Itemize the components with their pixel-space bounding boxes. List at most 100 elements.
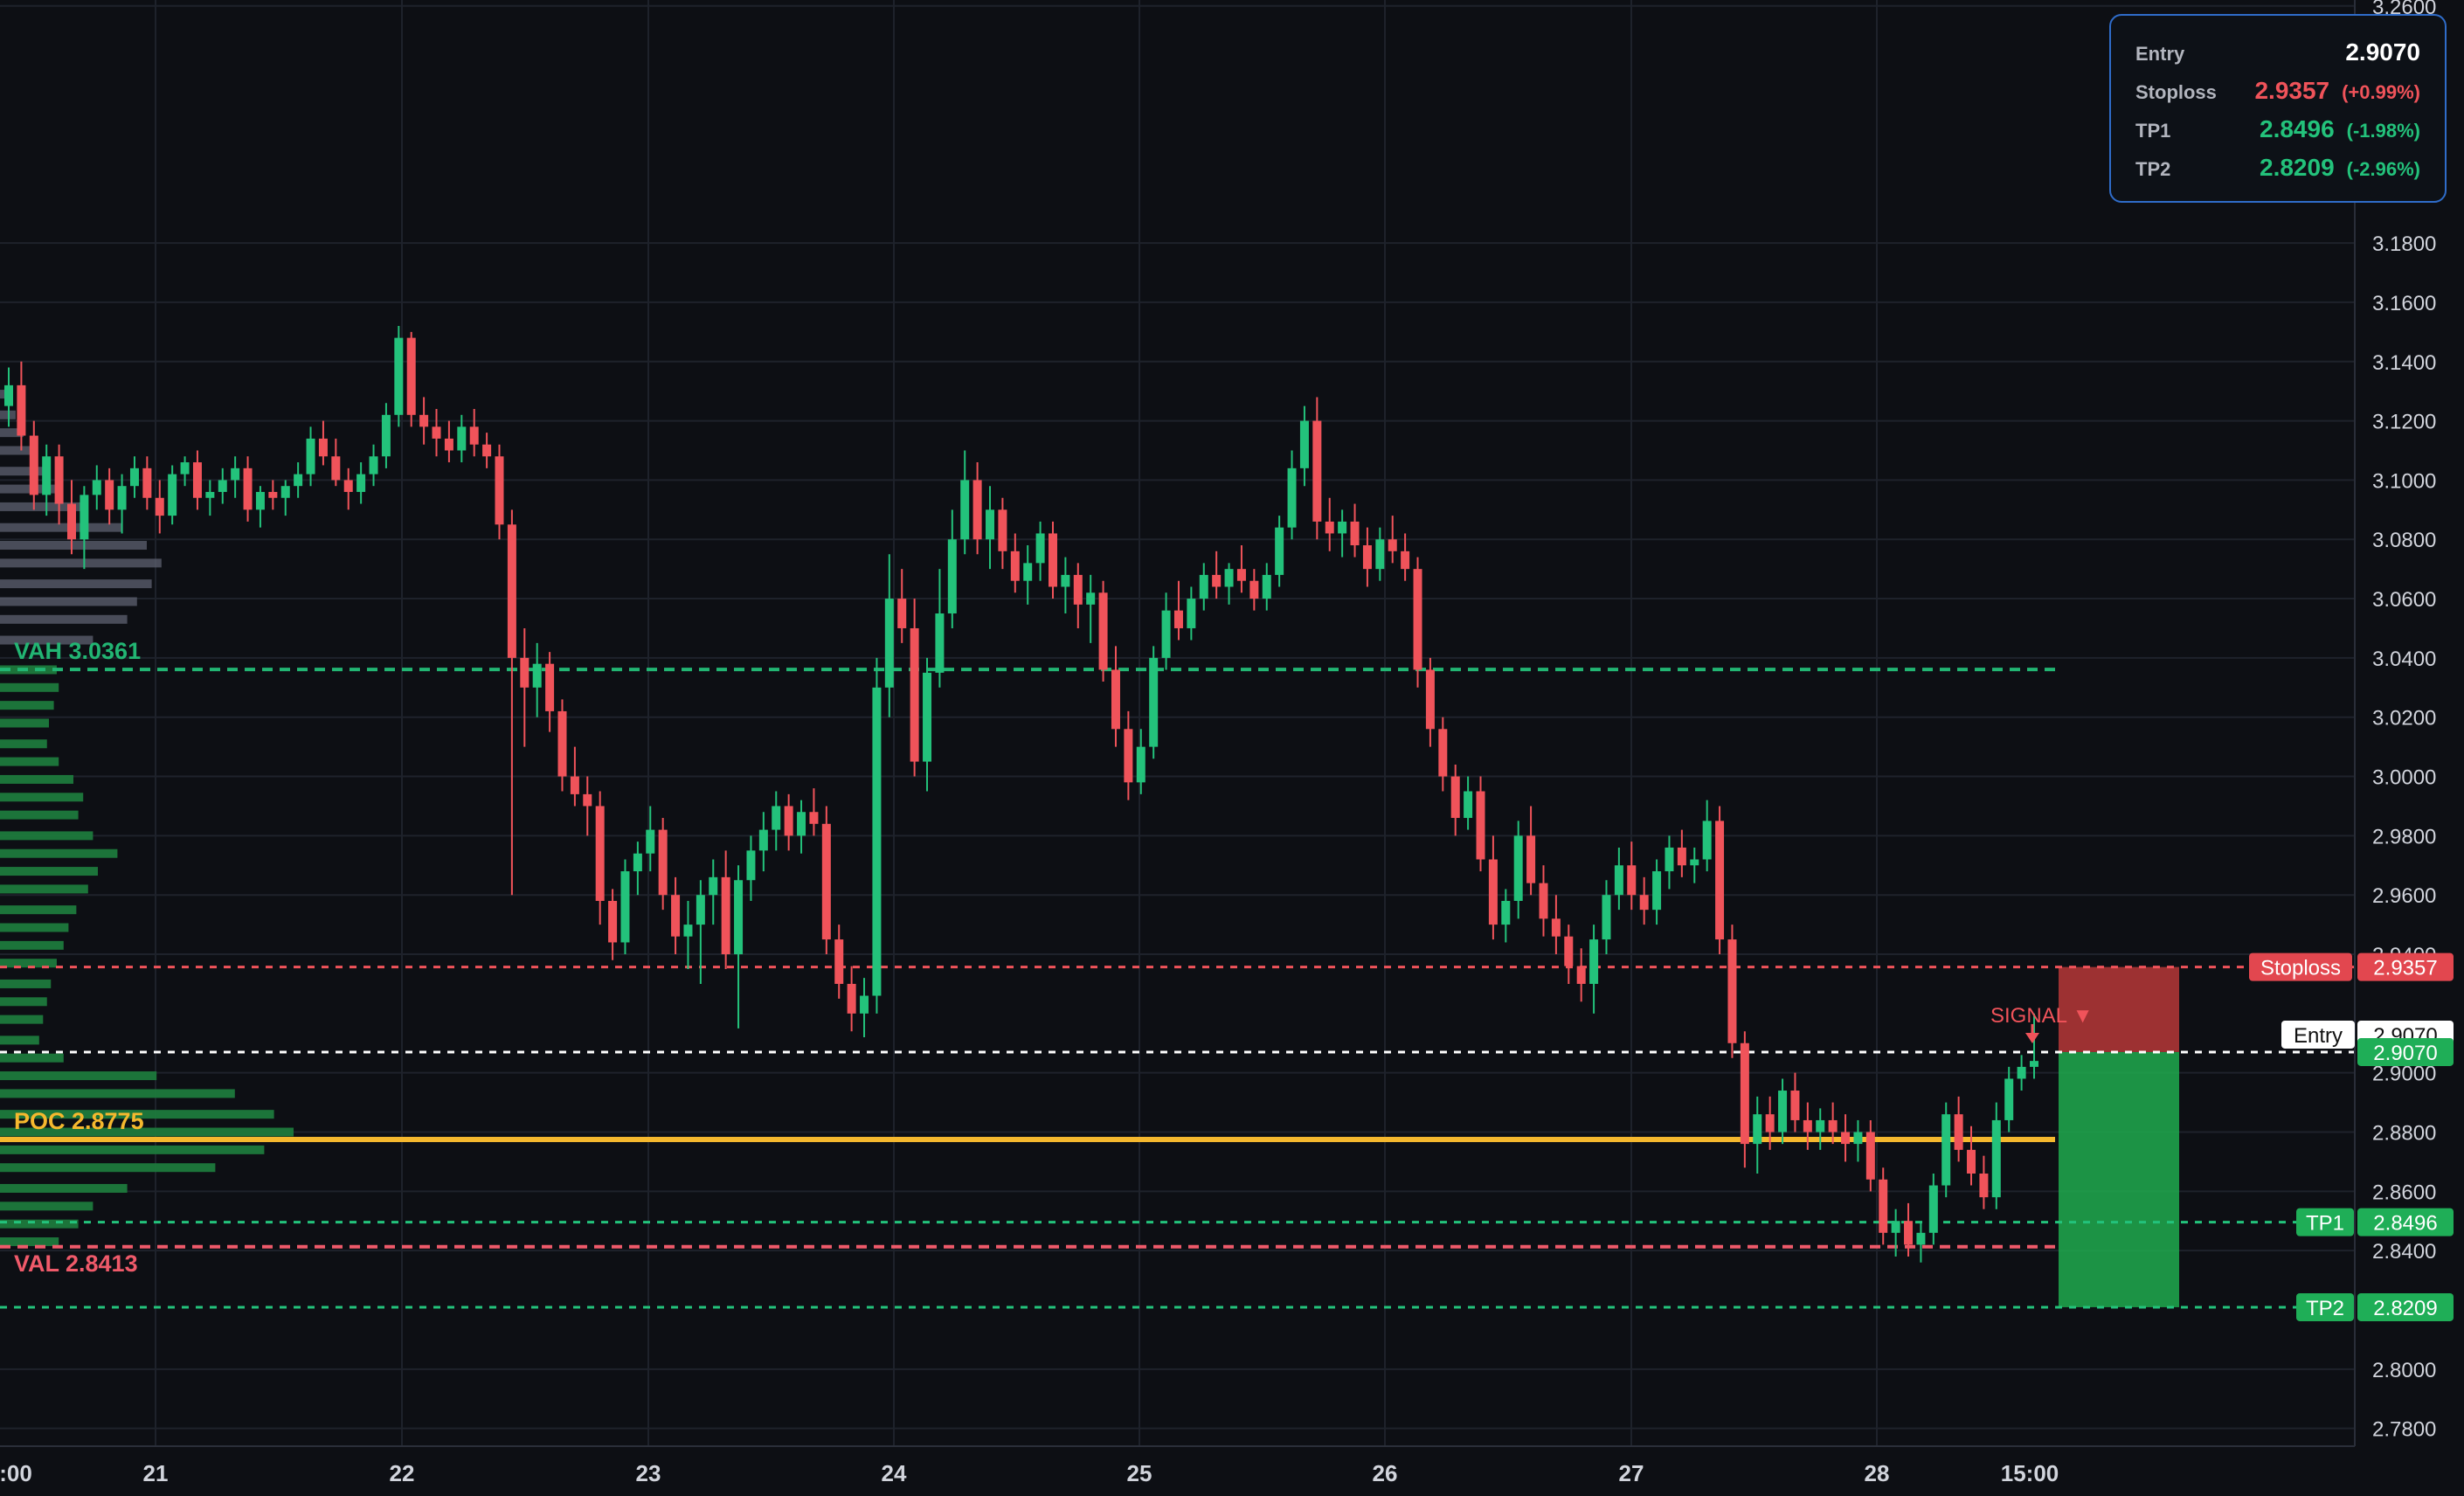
candle-body: [1375, 539, 1385, 570]
candle-body: [1589, 939, 1599, 984]
candle-body: [2017, 1066, 2026, 1079]
candle-body: [369, 456, 378, 474]
candle-body: [54, 456, 64, 504]
candle-body: [1425, 669, 1435, 730]
candlestick-series: [4, 326, 2038, 1263]
candle-body: [1362, 545, 1372, 570]
candle-body: [1173, 610, 1183, 628]
candle-body: [797, 812, 806, 836]
candle-body: [29, 435, 38, 495]
candle-body: [4, 384, 13, 406]
candle-body: [1212, 574, 1222, 587]
candle-body: [80, 495, 89, 540]
info-row-entry: Entry 2.9070: [2135, 38, 2420, 77]
info-tp2-label: TP2: [2135, 158, 2171, 180]
candle-body: [1639, 895, 1649, 911]
volume-profile-bar: [0, 810, 79, 820]
candle-body: [1338, 521, 1347, 534]
candle-body: [268, 491, 278, 498]
candle-body: [1576, 966, 1586, 984]
candle-body: [1627, 865, 1637, 896]
level-labels: VAH 3.0361 POC 2.8775 VAL 2.8413: [14, 638, 144, 1277]
candle-body: [507, 524, 516, 658]
candle-body: [1614, 865, 1623, 896]
candle-body: [557, 710, 567, 777]
candle-body: [583, 793, 592, 807]
candle-body: [1677, 847, 1686, 866]
candle-body: [117, 486, 127, 510]
candle-body: [809, 812, 819, 824]
volume-profile-bar: [0, 1236, 59, 1246]
info-tp2-pct: (-2.96%): [2346, 158, 2420, 180]
volume-profile-bar: [0, 390, 6, 399]
candle-body: [1765, 1114, 1775, 1132]
candle-body: [1236, 569, 1246, 581]
volume-profile-bar: [0, 541, 147, 551]
volume-profile-bar: [0, 502, 87, 511]
candle-body: [897, 599, 907, 628]
price-tick-label: 3.0000: [2372, 766, 2436, 790]
price-tick-label: 3.1200: [2372, 411, 2436, 434]
candle-body: [1727, 939, 1737, 1043]
volume-profile-bar: [0, 410, 16, 419]
candle-body: [1879, 1179, 1888, 1233]
volume-profile-bar: [0, 1145, 265, 1154]
candle-body: [1513, 835, 1523, 901]
candle-body: [709, 876, 718, 896]
time-tick-label: 24: [882, 1460, 907, 1486]
candle-body: [633, 853, 642, 872]
candle-body: [910, 627, 919, 762]
volume-profile-bar: [0, 1053, 64, 1063]
candle-body: [1740, 1042, 1749, 1145]
candle-body: [280, 486, 290, 498]
candle-body: [658, 829, 668, 896]
candle-body: [734, 880, 744, 955]
candle-body: [1325, 521, 1334, 534]
volume-profile-bar: [0, 558, 162, 568]
candle-body: [696, 895, 705, 925]
candle-body: [1690, 859, 1699, 866]
tp1-tag-value-bg: [2357, 1208, 2454, 1236]
info-stoploss-pct: (+0.99%): [2342, 81, 2420, 103]
price-tick-label: 2.8800: [2372, 1122, 2436, 1146]
volume-profile-bar: [0, 1110, 274, 1119]
info-stoploss-label: Stoploss: [2135, 81, 2217, 103]
candle-body: [1551, 918, 1561, 937]
candle-body: [1928, 1185, 1938, 1233]
candle-body: [42, 456, 52, 495]
volume-profile-bar: [0, 884, 88, 894]
price-tick-label: 3.1600: [2372, 292, 2436, 315]
candle-body: [1010, 551, 1020, 581]
candle-body: [1979, 1173, 1989, 1198]
candle-body: [1841, 1132, 1851, 1145]
candle-body: [432, 426, 441, 439]
signal-arrow: [2025, 1032, 2039, 1043]
candle-body: [608, 900, 618, 943]
candle-body: [1816, 1119, 1825, 1132]
candle-body: [469, 426, 479, 445]
volume-profile-bar: [0, 831, 93, 841]
candle-body: [1035, 533, 1045, 564]
time-tick-label: 21: [143, 1460, 169, 1486]
candle-body: [1828, 1119, 1838, 1132]
candle-body: [758, 829, 768, 851]
candle-body: [1312, 420, 1322, 522]
candle-body: [155, 497, 164, 516]
time-axis[interactable]: :00 21 22 23 24 25 26 27 28 15:00: [0, 1460, 2059, 1486]
candle-body: [1275, 527, 1284, 575]
candle-body: [482, 444, 492, 457]
candle-body: [444, 438, 453, 451]
price-tick-label: 3.0800: [2372, 529, 2436, 552]
time-tick-label: 27: [1619, 1460, 1644, 1486]
candle-body: [1098, 592, 1108, 670]
trade-zones: [2059, 966, 2179, 1307]
candle-body: [1501, 900, 1511, 925]
volume-profile-bar: [0, 665, 57, 675]
candle-body: [1023, 563, 1033, 581]
volume-profile-bar: [0, 959, 57, 968]
candle-body: [1187, 599, 1196, 628]
candle-body: [331, 456, 341, 481]
volume-profile-bar: [0, 793, 84, 802]
candle-body: [1715, 821, 1725, 940]
